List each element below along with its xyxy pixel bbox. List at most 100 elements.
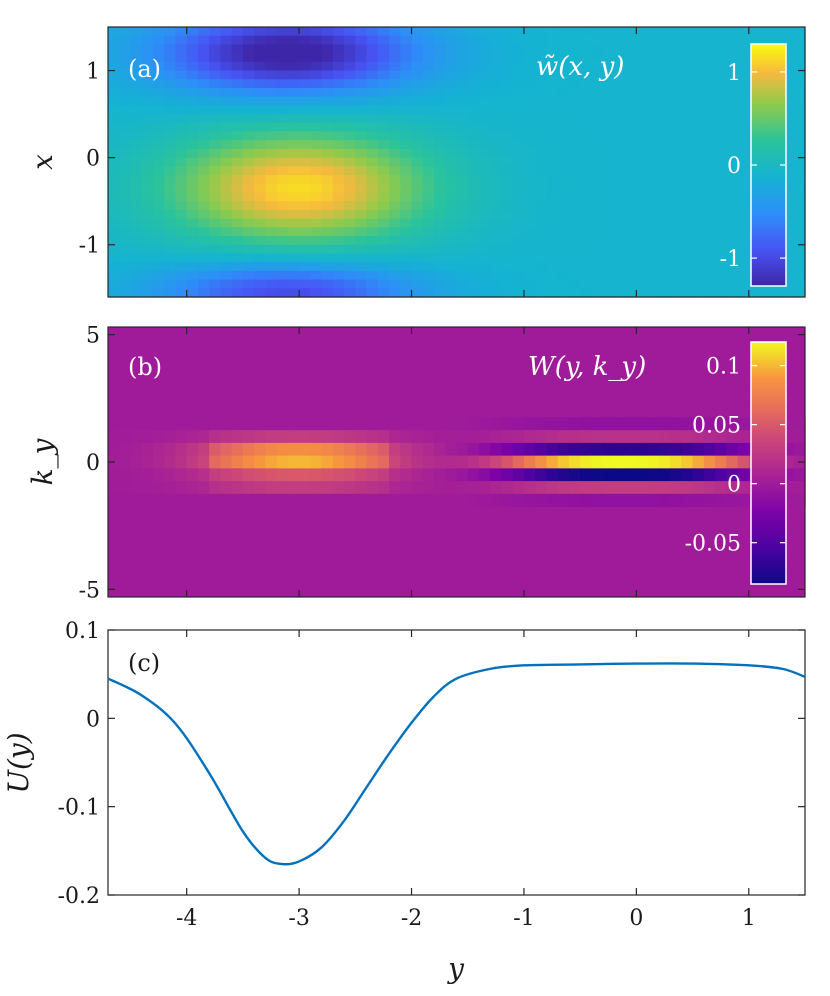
- heatmap-cell: [197, 61, 210, 72]
- heatmap-cell: [164, 122, 177, 133]
- heatmap-cell: [321, 209, 334, 220]
- heatmap-cell: [422, 27, 435, 37]
- heatmap-cell: [613, 417, 626, 431]
- heatmap-cell: [692, 79, 705, 89]
- heatmap-cell: [523, 417, 536, 431]
- heatmap-cell: [681, 218, 694, 228]
- heatmap-cell: [535, 279, 548, 289]
- heatmap-cell: [512, 455, 525, 469]
- heatmap-cell: [287, 35, 300, 46]
- heatmap-cell: [591, 183, 604, 194]
- heatmap-cell: [400, 279, 413, 289]
- heatmap-cell: [782, 192, 795, 202]
- heatmap-cell: [332, 131, 345, 141]
- heatmap-cell: [793, 430, 806, 444]
- heatmap-cell: [625, 166, 637, 176]
- heatmap-cell: [186, 157, 199, 167]
- heatmap-cell: [332, 35, 345, 46]
- heatmap-cell: [175, 468, 188, 482]
- heatmap-cell: [658, 262, 671, 272]
- heatmap-cell: [265, 253, 278, 263]
- heatmap-cell: [535, 262, 548, 272]
- heatmap-cell: [197, 96, 210, 106]
- heatmap-cell: [703, 131, 716, 141]
- heatmap-cell: [108, 87, 120, 98]
- heatmap-cell: [344, 493, 356, 508]
- heatmap-cell: [366, 192, 379, 202]
- heatmap-cell: [422, 131, 435, 141]
- heatmap-cell: [636, 122, 649, 133]
- heatmap-cell: [355, 166, 368, 176]
- heatmap-cell: [793, 183, 806, 194]
- heatmap-cell: [580, 201, 592, 211]
- heatmap-cell: [119, 244, 132, 255]
- heatmap-cell: [703, 44, 716, 54]
- heatmap-cell: [287, 131, 300, 141]
- heatmap-cell: [108, 442, 120, 457]
- heatmap-cell: [636, 79, 649, 89]
- heatmap-cell: [141, 96, 154, 106]
- heatmap-cell: [625, 35, 637, 46]
- heatmap-cell: [422, 227, 435, 237]
- heatmap-cell: [130, 468, 143, 482]
- heatmap-cell: [355, 244, 368, 255]
- heatmap-cell: [366, 455, 379, 469]
- heatmap-cell: [636, 96, 649, 106]
- heatmap-cell: [186, 455, 199, 469]
- heatmap-cell: [152, 61, 165, 72]
- heatmap-cell: [557, 192, 570, 202]
- heatmap-cell: [681, 201, 694, 211]
- heatmap-cell: [355, 122, 368, 133]
- heatmap-cell: [658, 44, 671, 54]
- heatmap-cell: [703, 270, 716, 281]
- heatmap-cell: [501, 262, 514, 272]
- heatmap-cell: [141, 244, 154, 255]
- heatmap-cell: [658, 114, 671, 124]
- heatmap-cell: [703, 417, 716, 431]
- heatmap-cell: [344, 122, 356, 133]
- heatmap-cell: [220, 201, 233, 211]
- heatmap-cell: [310, 53, 323, 63]
- heatmap-cell: [152, 455, 165, 469]
- heatmap-cell: [197, 122, 210, 133]
- heatmap-cell: [108, 481, 120, 495]
- heatmap-cell: [276, 183, 289, 194]
- heatmap-cell: [310, 262, 323, 272]
- heatmap-cell: [209, 148, 222, 159]
- heatmap-cell: [152, 175, 165, 185]
- heatmap-cell: [130, 79, 143, 89]
- heatmap-cell: [523, 70, 536, 80]
- heatmap-cell: [501, 183, 514, 194]
- heatmap-cell: [209, 183, 222, 194]
- heatmap-cell: [613, 27, 626, 37]
- heatmap-cell: [434, 140, 446, 150]
- heatmap-cell: [456, 244, 469, 255]
- heatmap-cell: [478, 96, 491, 106]
- heatmap-cell: [164, 253, 177, 263]
- heatmap-cell: [613, 122, 626, 133]
- heatmap-cell: [422, 35, 435, 46]
- heatmap-cell: [321, 53, 334, 63]
- heatmap-cell: [456, 288, 469, 298]
- heatmap-cell: [287, 430, 300, 444]
- heatmap-cell: [119, 262, 132, 272]
- heatmap-cell: [197, 253, 210, 263]
- heatmap-cell: [389, 288, 401, 298]
- heatmap-cell: [434, 131, 446, 141]
- heatmap-cell: [445, 455, 458, 469]
- heatmap-cell: [445, 227, 458, 237]
- heatmap-cell: [557, 209, 570, 220]
- heatmap-cell: [692, 442, 705, 457]
- heatmap-cell: [647, 53, 660, 63]
- heatmap-cell: [670, 122, 682, 133]
- heatmap-cell: [119, 87, 132, 98]
- heatmap-cell: [568, 227, 581, 237]
- heatmap-cell: [568, 53, 581, 63]
- heatmap-cell: [411, 61, 424, 72]
- heatmap-cell: [242, 70, 255, 80]
- heatmap-cell: [287, 79, 300, 89]
- heatmap-cell: [681, 27, 694, 37]
- heatmap-cell: [242, 279, 255, 289]
- heatmap-cell: [613, 105, 626, 115]
- heatmap-cell: [366, 96, 379, 106]
